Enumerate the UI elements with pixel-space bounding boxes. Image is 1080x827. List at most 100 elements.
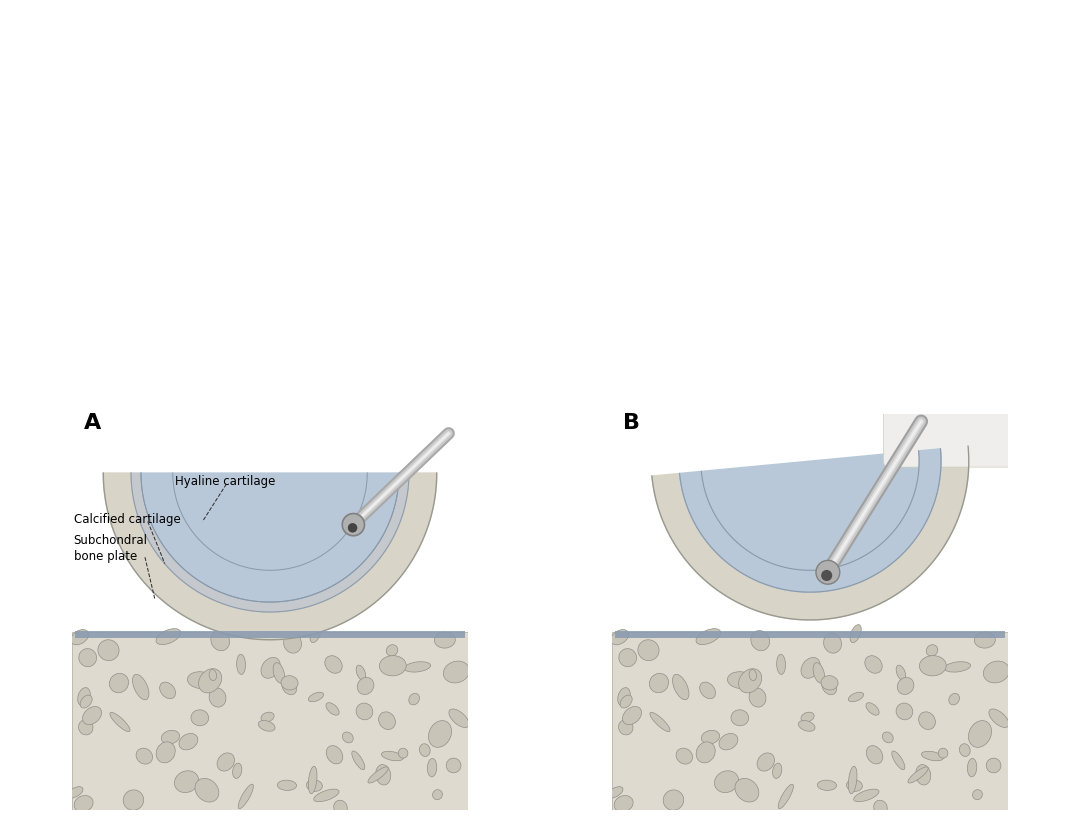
Ellipse shape: [822, 679, 837, 695]
Ellipse shape: [719, 734, 738, 750]
Bar: [616, 631, 1004, 638]
Ellipse shape: [986, 758, 1001, 772]
Ellipse shape: [79, 719, 93, 735]
Ellipse shape: [310, 624, 321, 643]
Ellipse shape: [217, 753, 234, 771]
Polygon shape: [701, 451, 919, 571]
Ellipse shape: [232, 763, 242, 778]
Circle shape: [348, 523, 357, 533]
Ellipse shape: [897, 677, 914, 695]
Ellipse shape: [774, 329, 846, 355]
Ellipse shape: [757, 753, 774, 771]
Ellipse shape: [379, 712, 395, 729]
Bar: [71, 632, 469, 810]
Ellipse shape: [750, 670, 757, 681]
Ellipse shape: [278, 780, 297, 791]
Text: A: A: [83, 414, 100, 433]
Ellipse shape: [156, 629, 180, 644]
Ellipse shape: [824, 633, 841, 653]
Ellipse shape: [715, 771, 739, 792]
Ellipse shape: [882, 732, 893, 743]
Ellipse shape: [258, 720, 275, 731]
Ellipse shape: [779, 784, 794, 809]
Ellipse shape: [801, 657, 820, 678]
Ellipse shape: [352, 751, 365, 770]
Ellipse shape: [110, 712, 130, 732]
Text: Hyaline cartilage: Hyaline cartilage: [175, 475, 275, 488]
Ellipse shape: [80, 696, 92, 708]
Ellipse shape: [916, 765, 931, 785]
Ellipse shape: [136, 748, 152, 764]
Ellipse shape: [284, 633, 301, 653]
Ellipse shape: [79, 648, 96, 667]
Ellipse shape: [449, 709, 469, 728]
Ellipse shape: [325, 656, 342, 673]
Ellipse shape: [735, 778, 759, 802]
Ellipse shape: [75, 796, 93, 812]
Ellipse shape: [98, 640, 119, 661]
Ellipse shape: [798, 720, 815, 731]
Ellipse shape: [984, 661, 1010, 683]
Ellipse shape: [919, 656, 946, 676]
Ellipse shape: [607, 786, 623, 798]
Ellipse shape: [739, 669, 761, 693]
Ellipse shape: [701, 730, 719, 744]
Ellipse shape: [160, 682, 176, 699]
Polygon shape: [131, 473, 409, 612]
Ellipse shape: [179, 734, 198, 750]
Ellipse shape: [78, 687, 91, 706]
Ellipse shape: [908, 767, 928, 783]
Ellipse shape: [381, 751, 404, 761]
Ellipse shape: [615, 796, 633, 812]
Ellipse shape: [261, 712, 274, 722]
Ellipse shape: [309, 692, 324, 702]
Ellipse shape: [237, 654, 245, 674]
Ellipse shape: [195, 778, 219, 802]
Ellipse shape: [429, 720, 451, 748]
Ellipse shape: [67, 786, 83, 798]
Ellipse shape: [357, 677, 374, 695]
Polygon shape: [679, 449, 941, 592]
Ellipse shape: [379, 656, 406, 676]
Ellipse shape: [663, 790, 684, 810]
Ellipse shape: [334, 801, 348, 815]
Ellipse shape: [989, 709, 1009, 728]
Ellipse shape: [356, 665, 366, 681]
Ellipse shape: [700, 682, 716, 699]
Ellipse shape: [399, 748, 408, 758]
Ellipse shape: [309, 767, 318, 794]
Ellipse shape: [618, 687, 631, 706]
Ellipse shape: [849, 692, 864, 702]
Ellipse shape: [313, 789, 339, 801]
Circle shape: [816, 561, 840, 584]
Ellipse shape: [959, 743, 970, 757]
Ellipse shape: [281, 676, 298, 690]
Polygon shape: [652, 447, 969, 620]
Text: Subchondral
bone plate: Subchondral bone plate: [73, 534, 148, 563]
Ellipse shape: [191, 710, 208, 726]
Ellipse shape: [728, 672, 754, 689]
Ellipse shape: [638, 640, 659, 661]
Ellipse shape: [622, 706, 642, 724]
Ellipse shape: [673, 674, 689, 700]
Ellipse shape: [356, 703, 373, 719]
Ellipse shape: [620, 696, 632, 708]
Ellipse shape: [849, 767, 858, 794]
Ellipse shape: [326, 746, 342, 764]
Ellipse shape: [847, 780, 862, 791]
Ellipse shape: [821, 676, 838, 690]
Ellipse shape: [750, 688, 766, 707]
Ellipse shape: [419, 743, 430, 757]
Ellipse shape: [282, 679, 297, 695]
Ellipse shape: [850, 624, 861, 643]
Ellipse shape: [444, 661, 470, 683]
Ellipse shape: [939, 748, 948, 758]
Ellipse shape: [777, 654, 785, 674]
Ellipse shape: [610, 629, 629, 645]
Ellipse shape: [188, 672, 214, 689]
Ellipse shape: [368, 767, 388, 783]
Polygon shape: [141, 473, 399, 602]
Ellipse shape: [973, 790, 983, 800]
Ellipse shape: [853, 789, 879, 801]
Ellipse shape: [949, 693, 959, 705]
